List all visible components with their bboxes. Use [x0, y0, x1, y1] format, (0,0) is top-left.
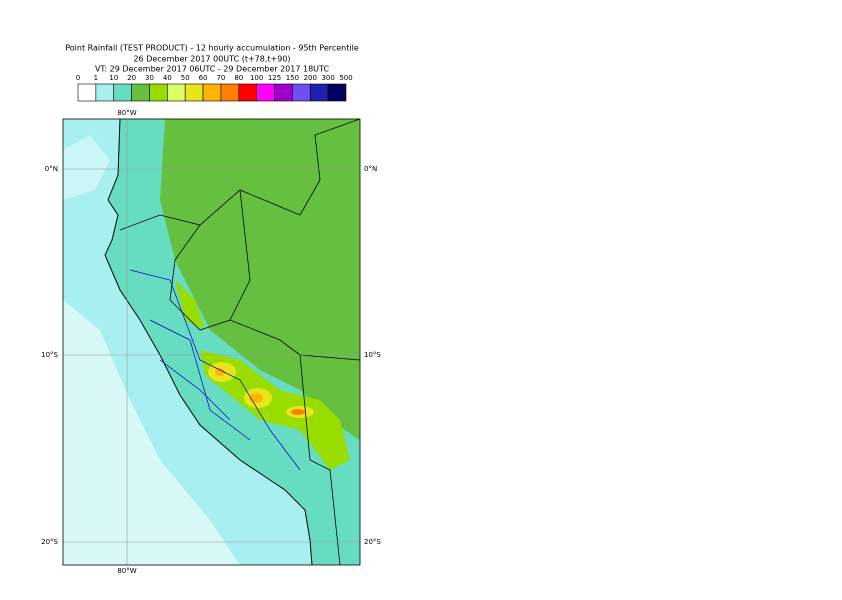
colorbar-box [274, 83, 293, 102]
lon-label: 80°W [117, 567, 136, 575]
lat-label: 10°S [364, 351, 381, 359]
colorbar-label: 500 [339, 74, 352, 82]
colorbar-label: 50 [181, 74, 190, 82]
title-line: VT: 29 December 2017 06UTC - 29 December… [95, 65, 329, 74]
colorbar-label: 70 [216, 74, 225, 82]
colorbar-box [256, 83, 275, 102]
colorbar-box [238, 83, 257, 102]
dry-sea [63, 300, 240, 565]
region-border [129, 269, 301, 471]
map-frame [62, 118, 361, 566]
title-line: Point Rainfall (TEST PRODUCT) - 12 hourl… [65, 44, 359, 53]
colorbar-box [309, 83, 329, 102]
colorbar-label: 10 [109, 74, 118, 82]
colorbar-box [327, 83, 347, 102]
coastline [104, 119, 313, 565]
colorbar-box [149, 83, 168, 102]
rain-area [291, 409, 305, 415]
colorbar: 0 1 10 20 30 40 50 60 70 80 100 125 150 200 300 500 [76, 74, 353, 102]
title-line: 26 December 2017 00UTC (t+78,t+90) [133, 55, 290, 64]
colorbar-box [202, 83, 222, 102]
colorbar-box [95, 83, 115, 102]
colorbar-label: 125 [268, 74, 281, 82]
border [119, 119, 360, 565]
lat-label: 0°N [45, 165, 58, 173]
colorbar-label: 20 [127, 74, 136, 82]
colorbar-label: 30 [145, 74, 154, 82]
lat-label: 20°S [364, 538, 381, 546]
rain-area [215, 368, 225, 376]
colorbar-box [220, 83, 240, 102]
colorbar-label: 60 [199, 74, 208, 82]
lat-label: 20°S [41, 538, 58, 546]
colorbar-box [292, 83, 311, 102]
colorbar-label: 200 [304, 74, 317, 82]
map [63, 119, 360, 565]
rain-area [200, 350, 350, 470]
colorbar-label: 150 [286, 74, 299, 82]
colorbar-box [131, 83, 150, 102]
rain-area [160, 119, 360, 440]
colorbar-label: 100 [250, 74, 263, 82]
colorbar-box [184, 83, 204, 102]
dry-sea [63, 135, 110, 200]
colorbar-box [167, 83, 186, 102]
rain-area [175, 280, 205, 330]
colorbar-box [113, 83, 132, 102]
colorbar-label: 1 [94, 74, 98, 82]
lat-label: 0°N [364, 165, 377, 173]
colorbar-label: 40 [163, 74, 172, 82]
colorbar-label: 300 [321, 74, 334, 82]
lat-label: 10°S [41, 351, 58, 359]
colorbar-label: 80 [234, 74, 243, 82]
lon-label: 80°W [117, 109, 136, 117]
colorbar-label: 0 [76, 74, 80, 82]
colorbar-box [77, 83, 97, 102]
